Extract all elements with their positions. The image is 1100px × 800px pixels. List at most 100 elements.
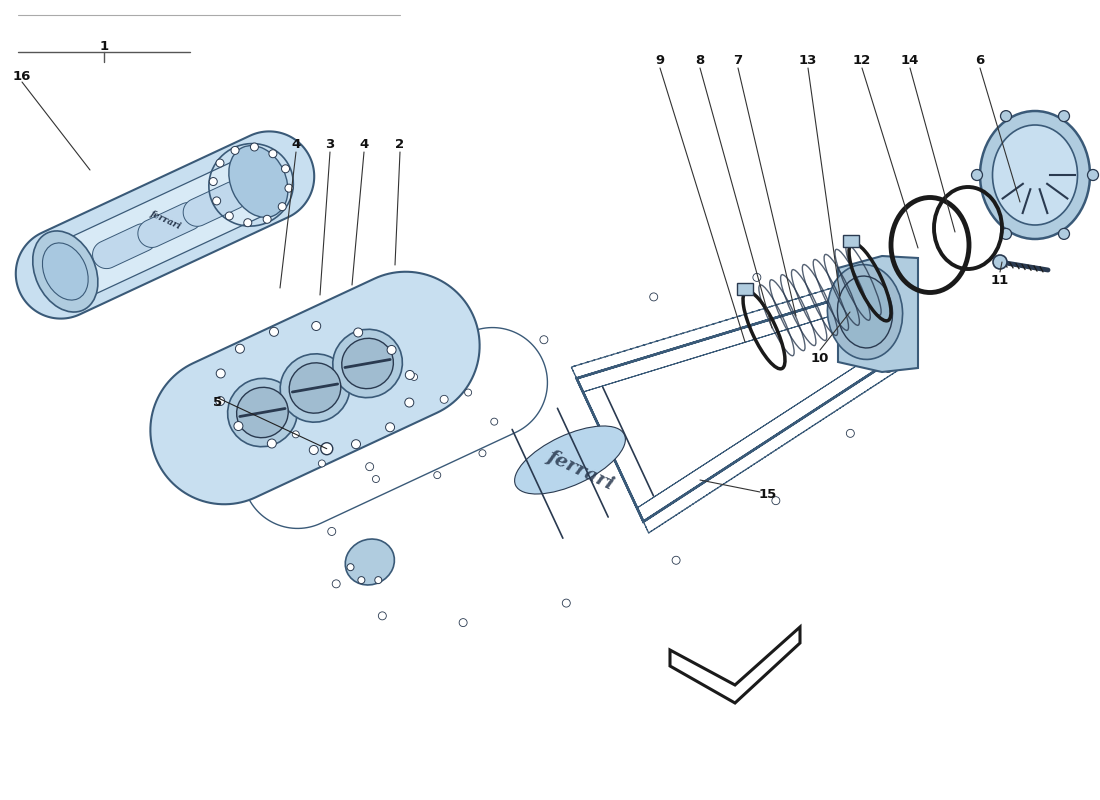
Ellipse shape xyxy=(43,243,88,300)
Ellipse shape xyxy=(992,125,1078,225)
Polygon shape xyxy=(843,235,859,247)
Polygon shape xyxy=(151,272,480,504)
Circle shape xyxy=(478,450,486,457)
Circle shape xyxy=(386,422,395,432)
Text: 10: 10 xyxy=(811,351,829,365)
Circle shape xyxy=(244,218,252,226)
Circle shape xyxy=(293,431,299,438)
Circle shape xyxy=(846,430,855,438)
Text: 7: 7 xyxy=(734,54,742,66)
Circle shape xyxy=(304,399,311,406)
Circle shape xyxy=(251,143,258,151)
Circle shape xyxy=(311,322,321,330)
Circle shape xyxy=(349,378,356,384)
Circle shape xyxy=(373,475,380,482)
Circle shape xyxy=(235,344,244,354)
Circle shape xyxy=(378,612,386,620)
Text: 6: 6 xyxy=(976,54,984,66)
Circle shape xyxy=(278,202,286,210)
Circle shape xyxy=(410,374,418,381)
Polygon shape xyxy=(737,283,754,295)
Circle shape xyxy=(464,389,472,396)
Text: ferrari: ferrari xyxy=(543,446,616,494)
Ellipse shape xyxy=(837,276,892,348)
Circle shape xyxy=(226,212,233,220)
Circle shape xyxy=(405,398,414,407)
Text: 15: 15 xyxy=(759,487,777,501)
Ellipse shape xyxy=(228,378,297,446)
Text: 4: 4 xyxy=(292,138,300,150)
Circle shape xyxy=(1088,170,1099,181)
Circle shape xyxy=(216,159,224,167)
Text: 4: 4 xyxy=(360,138,368,150)
Circle shape xyxy=(318,460,326,467)
Circle shape xyxy=(491,418,498,425)
Ellipse shape xyxy=(289,363,341,413)
Circle shape xyxy=(217,369,226,378)
Circle shape xyxy=(352,440,361,449)
Text: 13: 13 xyxy=(799,54,817,66)
Circle shape xyxy=(375,577,382,584)
Text: 1: 1 xyxy=(99,39,109,53)
Text: 5: 5 xyxy=(213,395,222,409)
Polygon shape xyxy=(583,316,856,508)
Circle shape xyxy=(332,580,340,588)
Circle shape xyxy=(459,618,468,626)
Circle shape xyxy=(440,395,448,403)
Circle shape xyxy=(328,527,336,535)
Circle shape xyxy=(405,370,415,379)
Circle shape xyxy=(971,170,982,181)
Circle shape xyxy=(282,165,289,173)
Circle shape xyxy=(880,312,888,320)
Circle shape xyxy=(562,599,570,607)
Circle shape xyxy=(285,184,293,192)
Polygon shape xyxy=(670,627,800,703)
Circle shape xyxy=(752,274,761,282)
Ellipse shape xyxy=(993,255,1007,269)
Circle shape xyxy=(650,293,658,301)
Circle shape xyxy=(1001,228,1012,239)
Circle shape xyxy=(267,439,276,448)
Ellipse shape xyxy=(229,146,288,218)
Polygon shape xyxy=(576,293,889,522)
Circle shape xyxy=(346,564,354,570)
Polygon shape xyxy=(92,224,157,269)
Text: 12: 12 xyxy=(852,54,871,66)
Circle shape xyxy=(309,446,318,454)
Polygon shape xyxy=(55,155,285,295)
Circle shape xyxy=(1058,110,1069,122)
Polygon shape xyxy=(838,256,918,372)
Text: 9: 9 xyxy=(656,54,664,66)
Circle shape xyxy=(772,497,780,505)
Circle shape xyxy=(540,336,548,344)
Circle shape xyxy=(321,442,333,454)
Circle shape xyxy=(834,280,842,288)
Polygon shape xyxy=(138,202,202,247)
Circle shape xyxy=(212,197,221,205)
Ellipse shape xyxy=(280,354,350,422)
Circle shape xyxy=(268,150,277,158)
Circle shape xyxy=(1058,228,1069,239)
Circle shape xyxy=(354,328,363,337)
Circle shape xyxy=(231,146,239,154)
Ellipse shape xyxy=(515,426,626,494)
Ellipse shape xyxy=(236,387,288,438)
Circle shape xyxy=(209,178,217,186)
Text: ferrari: ferrari xyxy=(148,209,182,231)
Circle shape xyxy=(387,346,396,354)
Circle shape xyxy=(1001,110,1012,122)
Circle shape xyxy=(216,397,224,406)
Text: 3: 3 xyxy=(326,138,334,150)
Circle shape xyxy=(263,215,272,223)
Text: 14: 14 xyxy=(901,54,920,66)
Ellipse shape xyxy=(345,539,395,585)
Ellipse shape xyxy=(33,231,98,312)
Text: 16: 16 xyxy=(13,70,31,82)
Circle shape xyxy=(884,365,892,373)
Polygon shape xyxy=(840,265,907,360)
Ellipse shape xyxy=(332,330,403,398)
Circle shape xyxy=(234,422,243,430)
Text: 11: 11 xyxy=(991,274,1009,286)
Ellipse shape xyxy=(980,111,1090,239)
Text: 2: 2 xyxy=(395,138,405,150)
